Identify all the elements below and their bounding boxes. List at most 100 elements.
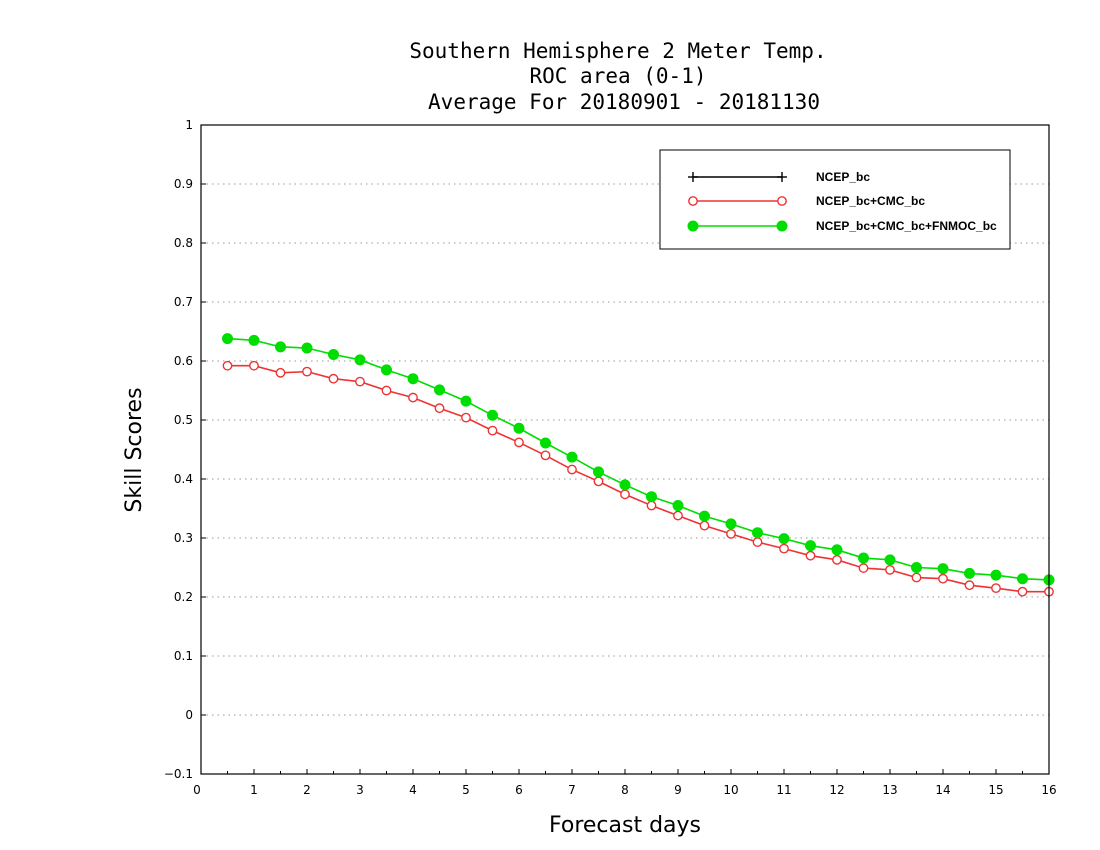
data-point [699, 520, 710, 531]
x-tick-label: 3 [356, 783, 364, 797]
legend-marker [776, 220, 788, 232]
y-tick-label: 1 [185, 118, 193, 132]
data-point [593, 476, 604, 487]
data-point [381, 364, 392, 376]
x-tick-label: 8 [621, 783, 629, 797]
x-axis-label: Forecast days [549, 813, 701, 838]
data-point [487, 425, 498, 436]
data-point [593, 466, 604, 478]
data-point [434, 384, 445, 396]
data-point [911, 562, 922, 573]
data-point [514, 437, 524, 448]
legend-marker [688, 196, 698, 206]
data-point [275, 341, 286, 353]
data-point [699, 510, 710, 522]
legend-label: NCEP_bc [816, 170, 870, 184]
x-tick-label: 10 [723, 783, 738, 797]
data-point [249, 360, 259, 371]
data-point [831, 544, 843, 556]
y-axis-label: Skill Scores [122, 387, 147, 512]
data-point [805, 550, 816, 561]
series-layer [222, 333, 1055, 597]
data-point [566, 451, 578, 463]
data-point [964, 567, 975, 579]
data-point [752, 527, 763, 539]
data-point [832, 554, 842, 565]
data-point [222, 360, 233, 371]
x-tick-label: 16 [1041, 783, 1056, 797]
legend-entry: NCEP_bc+CMC_bc [688, 194, 925, 208]
x-tick-label: 2 [303, 783, 311, 797]
data-point [778, 533, 790, 545]
data-point [301, 342, 313, 354]
data-point [884, 554, 896, 566]
x-tick-label: 12 [829, 783, 844, 797]
y-tick-label: 0.4 [174, 472, 193, 486]
x-axis-ticks: 0 1 2 3 4 5 6 7 8 9 10 11 12 13 14 15 16 [193, 769, 1057, 797]
y-tick-label: 0.2 [174, 590, 193, 604]
x-tick-label: 9 [674, 783, 682, 797]
legend-label: NCEP_bc+CMC_bc+FNMOC_bc [816, 219, 997, 233]
data-point [619, 479, 631, 491]
data-point [805, 540, 816, 552]
x-tick-label: 7 [568, 783, 576, 797]
data-point [620, 489, 630, 500]
data-point [1017, 586, 1028, 597]
legend-entry: NCEP_bc+CMC_bc+FNMOC_bc [687, 219, 997, 233]
y-tick-label: 0.5 [174, 413, 193, 427]
data-point [354, 354, 366, 366]
data-point [248, 334, 260, 346]
data-point [355, 376, 365, 387]
data-point [752, 537, 763, 548]
legend-marker [687, 220, 699, 232]
legend-marker [688, 172, 698, 182]
data-point [540, 437, 551, 449]
data-point [540, 450, 551, 461]
data-point [1017, 573, 1028, 585]
data-point [938, 573, 948, 584]
data-point [328, 349, 339, 361]
chart-title-line-3: Average For 20180901 - 20181130 [428, 90, 820, 114]
y-tick-label: 0.1 [174, 649, 193, 663]
data-point [672, 500, 684, 512]
data-point [646, 491, 657, 503]
x-tick-label: 5 [462, 783, 470, 797]
legend-marker [777, 196, 787, 206]
chart-title-line-2: ROC area (0-1) [529, 64, 706, 88]
legend-marker [777, 172, 787, 182]
data-point [460, 395, 472, 407]
legend-box [659, 149, 1011, 250]
data-point [328, 373, 339, 384]
y-axis-ticks: −0.1 0 0.1 0.2 0.3 0.4 0.5 0.6 0.7 0.8 0.9 1 [164, 118, 206, 781]
data-point [726, 528, 736, 539]
data-point [779, 543, 789, 554]
y-tick-label: 0.8 [174, 236, 193, 250]
data-point [487, 409, 498, 421]
x-tick-label: 6 [515, 783, 523, 797]
data-point [858, 563, 869, 573]
data-point [991, 583, 1001, 594]
data-point [673, 510, 683, 521]
x-tick-label: 11 [776, 783, 791, 797]
data-point [513, 422, 525, 434]
data-point [222, 333, 233, 345]
x-tick-label: 1 [250, 783, 258, 797]
data-point [937, 563, 949, 575]
x-tick-label: 4 [409, 783, 417, 797]
data-point [408, 392, 418, 403]
x-tick-label: 14 [935, 783, 950, 797]
chart-title: Southern Hemisphere 2 Meter Temp. ROC ar… [409, 39, 826, 114]
legend: NCEP_bc NCEP_bc+CMC_bc NCEP_bc+CMC_bc+FNMO… [659, 149, 1011, 250]
data-point [911, 572, 922, 583]
y-tick-label: 0 [185, 708, 193, 722]
data-point [275, 367, 286, 378]
chart-title-line-1: Southern Hemisphere 2 Meter Temp. [409, 39, 826, 63]
y-tick-label: −0.1 [164, 767, 193, 781]
data-point [990, 569, 1002, 581]
x-tick-label: 15 [988, 783, 1003, 797]
legend-entry: NCEP_bc [688, 170, 870, 184]
data-point [302, 366, 312, 377]
series-line [227, 337, 1050, 581]
series-ncep-bc-cmc-bc-fnmoc-bc [222, 333, 1055, 586]
